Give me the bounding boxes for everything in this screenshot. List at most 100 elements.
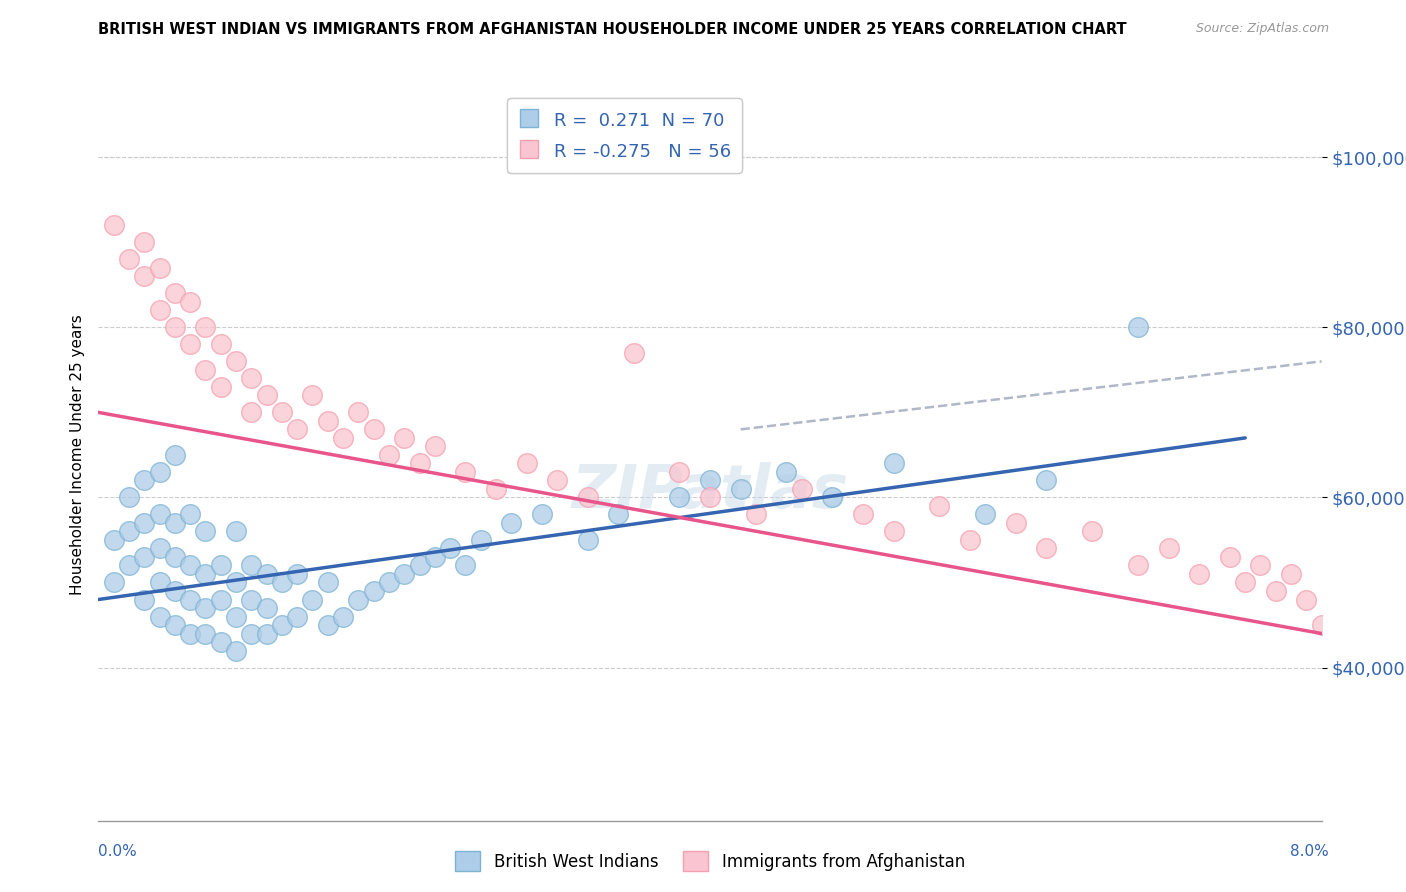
Point	[1157, 541, 1180, 556]
Point	[209, 635, 232, 649]
Point	[485, 482, 508, 496]
Point	[423, 549, 446, 564]
Point	[959, 533, 981, 547]
Point	[256, 566, 278, 581]
Point	[378, 448, 401, 462]
Text: 0.0%: 0.0%	[98, 845, 138, 859]
Point	[347, 592, 370, 607]
Point	[118, 491, 141, 505]
Point	[316, 618, 339, 632]
Point	[1279, 566, 1302, 581]
Point	[194, 363, 217, 377]
Point	[378, 575, 401, 590]
Point	[179, 508, 201, 522]
Point	[163, 448, 186, 462]
Point	[179, 592, 201, 607]
Point	[209, 558, 232, 573]
Point	[179, 294, 201, 309]
Point	[149, 303, 172, 318]
Point	[1310, 618, 1333, 632]
Point	[194, 601, 217, 615]
Point	[270, 618, 294, 632]
Point	[1081, 524, 1104, 539]
Point	[240, 371, 263, 385]
Point	[149, 508, 172, 522]
Point	[790, 482, 813, 496]
Point	[1295, 592, 1317, 607]
Point	[149, 260, 172, 275]
Point	[194, 626, 217, 640]
Point	[225, 643, 247, 657]
Point	[730, 482, 752, 496]
Point	[118, 558, 141, 573]
Point	[1035, 474, 1057, 488]
Point	[149, 541, 172, 556]
Point	[209, 337, 232, 351]
Point	[134, 269, 156, 284]
Point	[668, 491, 690, 505]
Legend: R =  0.271  N = 70, R = -0.275   N = 56: R = 0.271 N = 70, R = -0.275 N = 56	[508, 98, 742, 173]
Point	[668, 465, 690, 479]
Point	[163, 549, 186, 564]
Point	[454, 465, 477, 479]
Point	[392, 566, 416, 581]
Point	[1128, 558, 1150, 573]
Point	[103, 219, 125, 233]
Point	[163, 286, 186, 301]
Point	[134, 549, 156, 564]
Point	[103, 533, 125, 547]
Point	[363, 422, 385, 436]
Point	[134, 592, 156, 607]
Point	[118, 524, 141, 539]
Point	[240, 405, 263, 419]
Point	[149, 465, 172, 479]
Point	[240, 558, 263, 573]
Point	[163, 618, 186, 632]
Point	[256, 626, 278, 640]
Point	[1219, 549, 1241, 564]
Point	[149, 609, 172, 624]
Point	[1249, 558, 1271, 573]
Text: 8.0%: 8.0%	[1289, 845, 1329, 859]
Point	[225, 354, 247, 368]
Point	[163, 320, 186, 334]
Point	[256, 601, 278, 615]
Point	[270, 405, 294, 419]
Point	[883, 457, 905, 471]
Point	[1128, 320, 1150, 334]
Point	[225, 575, 247, 590]
Point	[134, 474, 156, 488]
Point	[301, 592, 323, 607]
Point	[285, 566, 308, 581]
Point	[118, 252, 141, 267]
Point	[163, 516, 186, 530]
Point	[439, 541, 461, 556]
Point	[454, 558, 477, 573]
Point	[209, 592, 232, 607]
Point	[470, 533, 492, 547]
Point	[745, 508, 768, 522]
Point	[530, 508, 553, 522]
Point	[285, 609, 308, 624]
Text: BRITISH WEST INDIAN VS IMMIGRANTS FROM AFGHANISTAN HOUSEHOLDER INCOME UNDER 25 Y: BRITISH WEST INDIAN VS IMMIGRANTS FROM A…	[98, 22, 1128, 37]
Point	[103, 575, 125, 590]
Point	[1264, 584, 1286, 599]
Point	[576, 533, 599, 547]
Point	[270, 575, 294, 590]
Point	[179, 558, 201, 573]
Point	[928, 499, 950, 513]
Point	[134, 235, 156, 250]
Point	[852, 508, 875, 522]
Point	[149, 575, 172, 590]
Point	[347, 405, 370, 419]
Point	[607, 508, 630, 522]
Point	[301, 388, 323, 402]
Point	[883, 524, 905, 539]
Point	[332, 609, 354, 624]
Point	[775, 465, 797, 479]
Point	[332, 431, 354, 445]
Point	[1188, 566, 1211, 581]
Point	[209, 380, 232, 394]
Text: Source: ZipAtlas.com: Source: ZipAtlas.com	[1195, 22, 1329, 36]
Point	[194, 524, 217, 539]
